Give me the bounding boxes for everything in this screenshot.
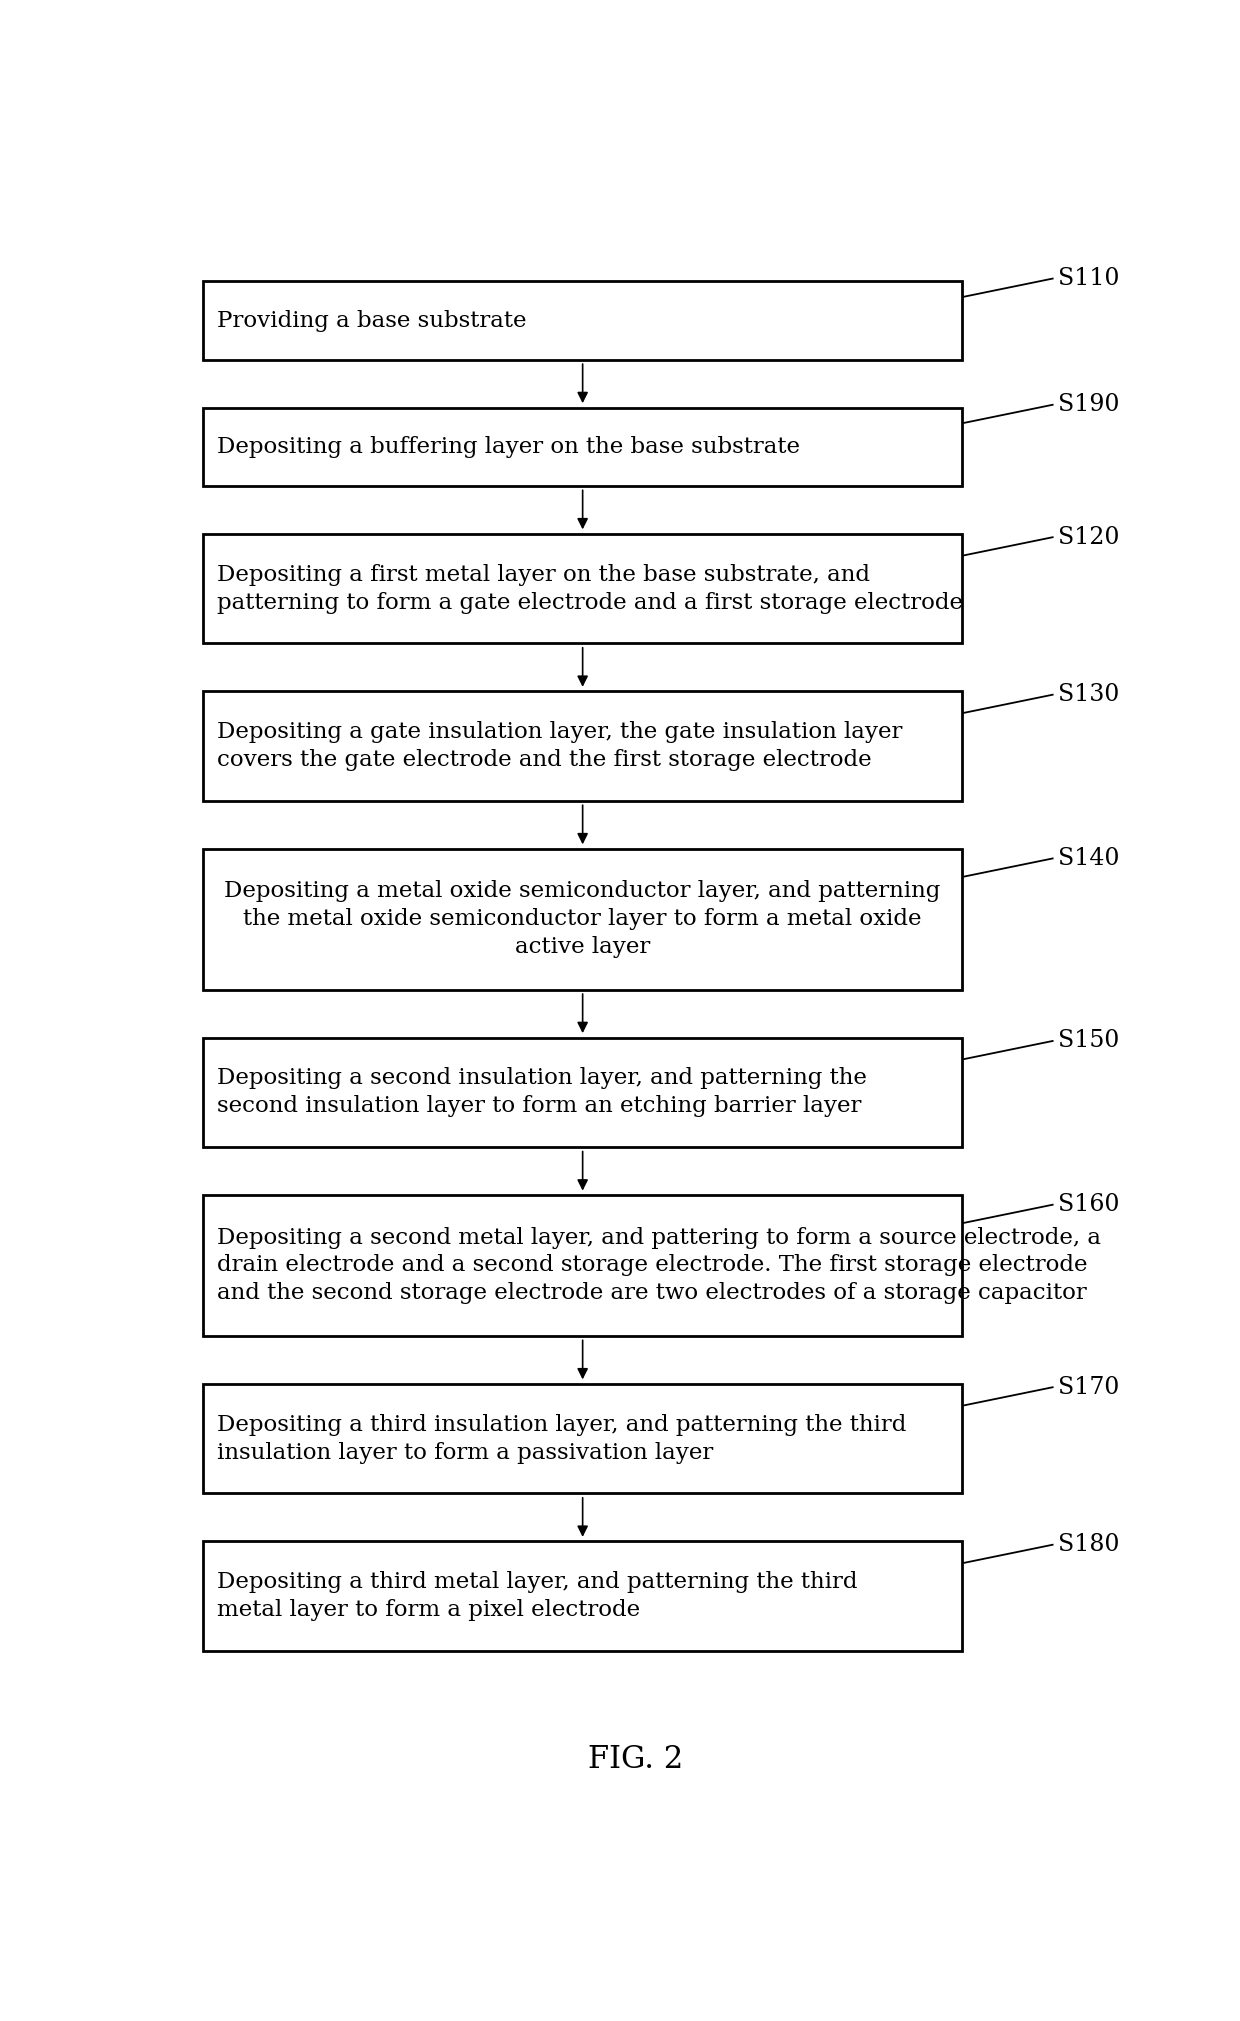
Bar <box>203 1194 962 1336</box>
Bar <box>203 691 962 800</box>
Text: FIG. 2: FIG. 2 <box>588 1744 683 1774</box>
Text: S110: S110 <box>1058 267 1120 289</box>
Text: S140: S140 <box>1058 847 1120 869</box>
Bar <box>203 1037 962 1148</box>
Text: Depositing a first metal layer on the base substrate, and
patterning to form a g: Depositing a first metal layer on the ba… <box>217 564 963 614</box>
Bar <box>203 849 962 990</box>
Bar <box>203 534 962 643</box>
Text: S190: S190 <box>1058 394 1120 416</box>
Text: S170: S170 <box>1058 1376 1120 1399</box>
Bar <box>203 1542 962 1651</box>
Text: Depositing a second insulation layer, and patterning the
second insulation layer: Depositing a second insulation layer, an… <box>217 1067 867 1118</box>
Text: S120: S120 <box>1058 525 1120 548</box>
Text: Depositing a gate insulation layer, the gate insulation layer
covers the gate el: Depositing a gate insulation layer, the … <box>217 721 903 772</box>
Text: Depositing a second metal layer, and pattering to form a source electrode, a
dra: Depositing a second metal layer, and pat… <box>217 1227 1101 1304</box>
Text: Depositing a third insulation layer, and patterning the third
insulation layer t: Depositing a third insulation layer, and… <box>217 1413 906 1463</box>
Bar <box>203 1384 962 1494</box>
Text: Depositing a third metal layer, and patterning the third
metal layer to form a p: Depositing a third metal layer, and patt… <box>217 1570 858 1621</box>
Text: Providing a base substrate: Providing a base substrate <box>217 309 527 331</box>
Text: S160: S160 <box>1058 1192 1120 1217</box>
Text: S180: S180 <box>1058 1534 1120 1556</box>
Text: S130: S130 <box>1058 683 1120 705</box>
Text: Depositing a metal oxide semiconductor layer, and patterning
the metal oxide sem: Depositing a metal oxide semiconductor l… <box>224 881 941 958</box>
Bar <box>203 281 962 360</box>
Text: Depositing a buffering layer on the base substrate: Depositing a buffering layer on the base… <box>217 437 801 457</box>
Text: S150: S150 <box>1058 1029 1120 1053</box>
Bar <box>203 408 962 485</box>
